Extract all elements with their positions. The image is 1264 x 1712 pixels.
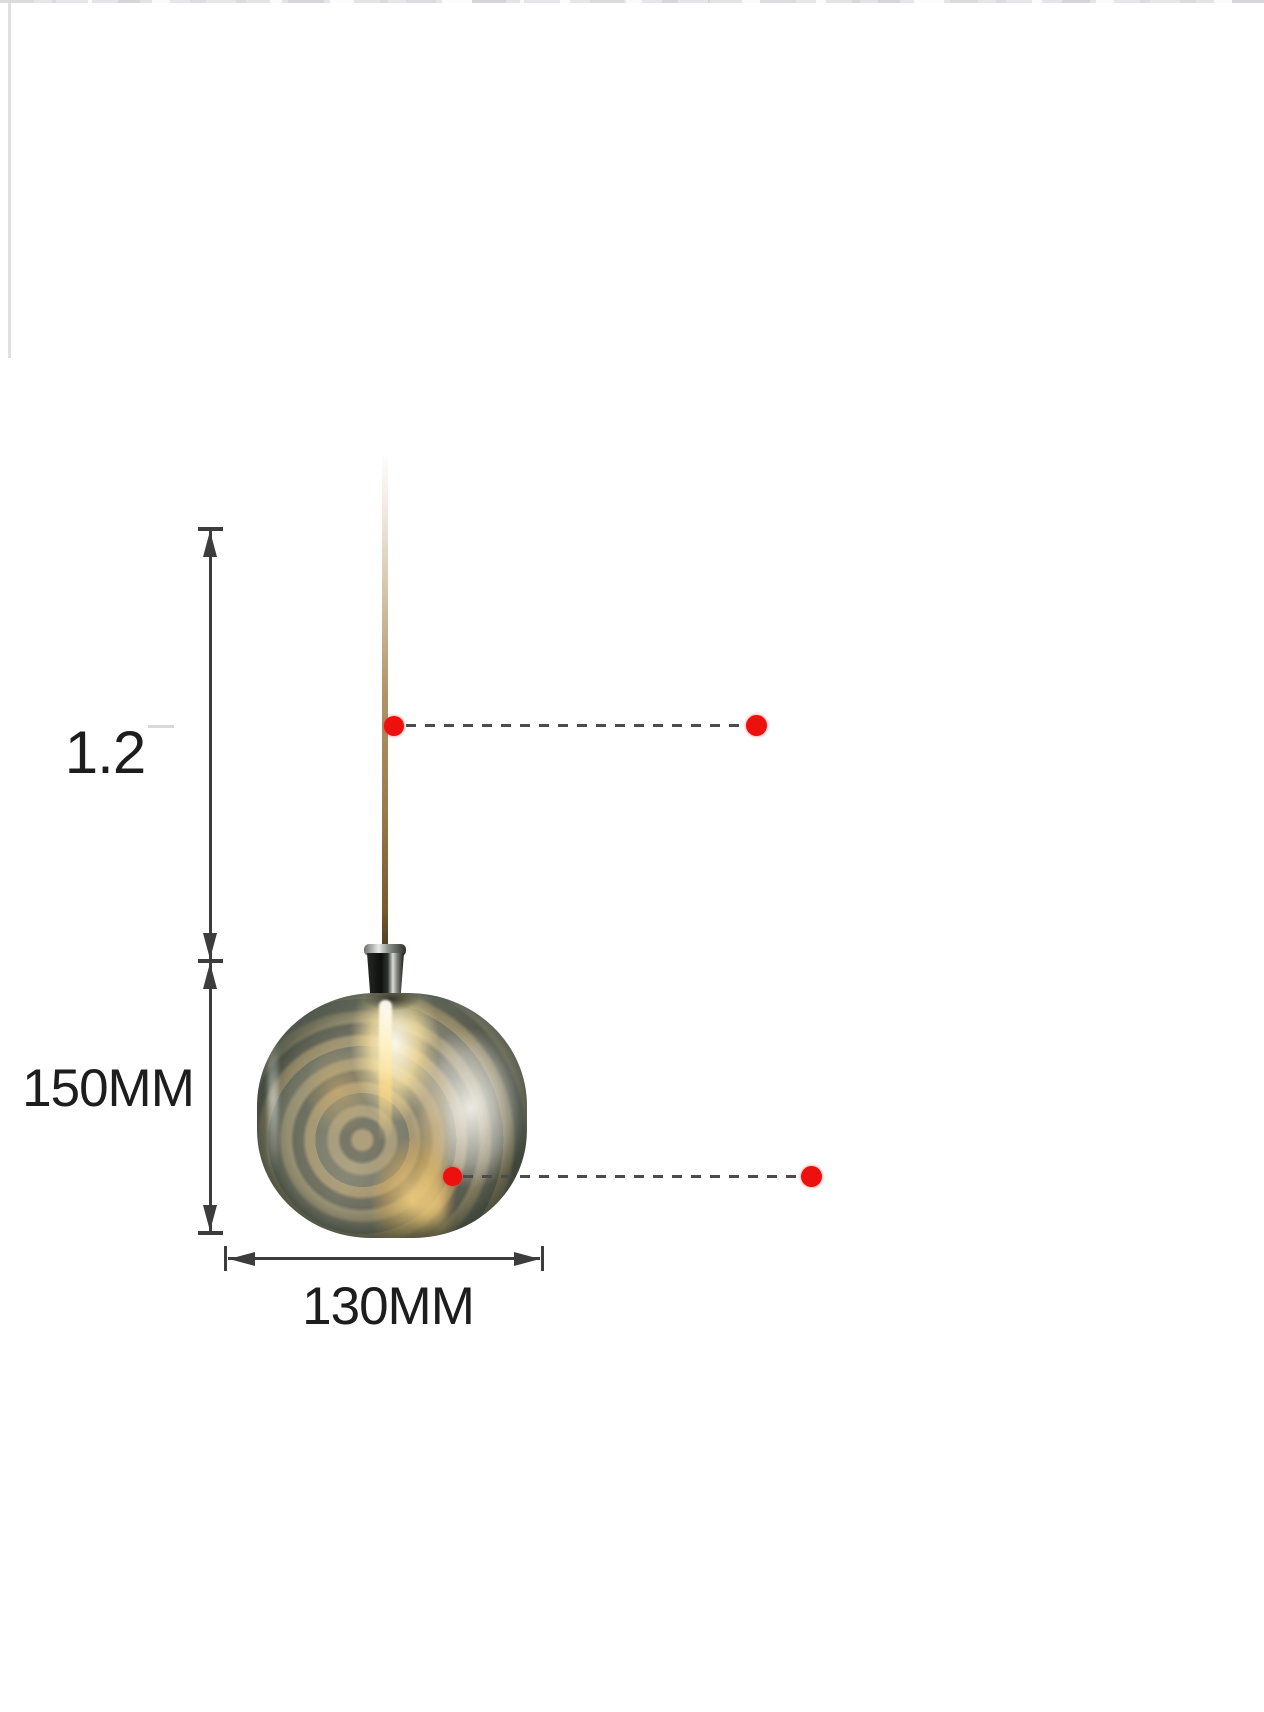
leader-line-cord [406,724,750,727]
shade-neck-shadow [365,993,419,1011]
red-dot-marker-cord [384,716,404,736]
cord-length-label: 1.2 [64,719,146,786]
dim-tick-right [541,1246,544,1271]
pendant-cord [382,452,388,950]
dim-tick-top [198,527,223,531]
erased-line-artifact [148,725,174,728]
dim-line-cord-length [208,531,212,960]
arrow-up-icon [203,531,217,557]
arrow-up-icon [203,963,217,989]
bulb-filament-glow [378,1000,392,1143]
arrow-left-icon [229,1251,255,1266]
dim-line-shade-width [228,1257,540,1260]
page-left-edge-line [8,0,11,358]
dim-line-shade-height [208,962,212,1231]
dim-tick-middle [198,959,223,963]
red-dot-marker-shade [443,1167,462,1186]
arrow-down-icon [203,933,217,959]
red-dot-marker-shade-end [801,1166,822,1187]
red-dot-marker-cord-end [746,715,767,736]
shade-gold-reflection [419,1061,445,1234]
section-divider-line-2 [0,0,1264,3]
arrow-right-icon [514,1251,540,1266]
shade-height-label: 150MM [22,1059,195,1118]
shade-width-label: 130MM [302,1277,475,1336]
dim-tick-bottom [198,1231,223,1235]
arrow-down-icon [203,1205,217,1231]
leader-line-shade [463,1175,801,1178]
shade-rim-highlight [267,1037,278,1172]
dim-tick-left [224,1246,227,1271]
glass-shade [257,993,527,1238]
